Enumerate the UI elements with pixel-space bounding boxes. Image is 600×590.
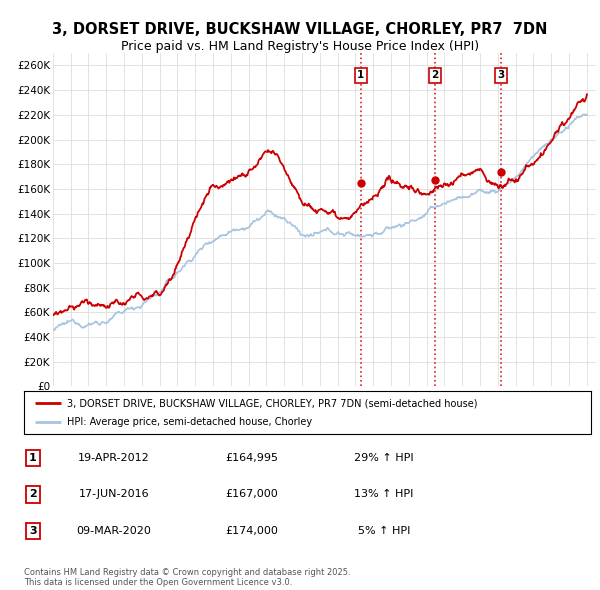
Text: 17-JUN-2016: 17-JUN-2016 [79,490,149,499]
Text: 2: 2 [431,70,439,80]
Text: 3: 3 [29,526,37,536]
Text: £174,000: £174,000 [226,526,278,536]
Text: 19-APR-2012: 19-APR-2012 [78,453,150,463]
Text: 3: 3 [497,70,505,80]
Text: 13% ↑ HPI: 13% ↑ HPI [355,490,413,499]
Text: 2: 2 [29,490,37,499]
Text: Contains HM Land Registry data © Crown copyright and database right 2025.
This d: Contains HM Land Registry data © Crown c… [24,568,350,587]
Text: £167,000: £167,000 [226,490,278,499]
Text: £164,995: £164,995 [226,453,278,463]
Text: 3, DORSET DRIVE, BUCKSHAW VILLAGE, CHORLEY, PR7  7DN: 3, DORSET DRIVE, BUCKSHAW VILLAGE, CHORL… [52,22,548,37]
Text: Price paid vs. HM Land Registry's House Price Index (HPI): Price paid vs. HM Land Registry's House … [121,40,479,53]
Text: 1: 1 [357,70,364,80]
Text: 29% ↑ HPI: 29% ↑ HPI [354,453,414,463]
Text: 3, DORSET DRIVE, BUCKSHAW VILLAGE, CHORLEY, PR7 7DN (semi-detached house): 3, DORSET DRIVE, BUCKSHAW VILLAGE, CHORL… [67,398,477,408]
Text: 5% ↑ HPI: 5% ↑ HPI [358,526,410,536]
Text: 1: 1 [29,453,37,463]
Text: 09-MAR-2020: 09-MAR-2020 [77,526,151,536]
Text: HPI: Average price, semi-detached house, Chorley: HPI: Average price, semi-detached house,… [67,417,311,427]
